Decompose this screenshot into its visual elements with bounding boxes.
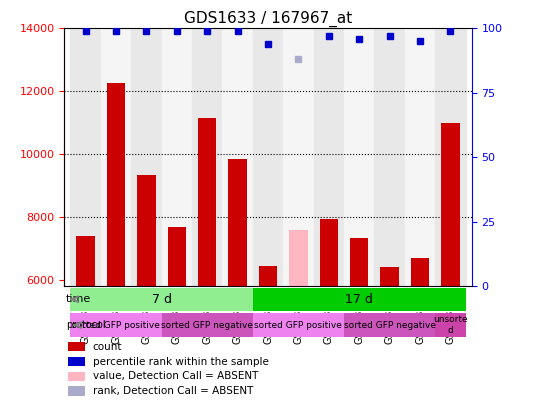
Bar bbox=[137, 175, 155, 286]
Bar bbox=[69, 342, 85, 352]
Text: time: time bbox=[66, 294, 91, 304]
Text: sorted GFP negative: sorted GFP negative bbox=[161, 320, 253, 330]
FancyBboxPatch shape bbox=[253, 288, 466, 311]
Bar bbox=[375, 28, 405, 286]
Bar bbox=[77, 236, 95, 286]
Bar bbox=[405, 28, 435, 286]
Bar bbox=[69, 371, 85, 381]
FancyBboxPatch shape bbox=[161, 313, 253, 337]
Text: sorted GFP positive: sorted GFP positive bbox=[255, 320, 343, 330]
Bar bbox=[70, 28, 101, 286]
Text: 17 d: 17 d bbox=[345, 293, 373, 306]
Bar bbox=[69, 357, 85, 366]
FancyBboxPatch shape bbox=[344, 313, 435, 337]
Bar bbox=[411, 258, 429, 286]
Text: sorted GFP positive: sorted GFP positive bbox=[72, 320, 160, 330]
Bar bbox=[350, 238, 368, 286]
Text: percentile rank within the sample: percentile rank within the sample bbox=[93, 356, 269, 367]
Bar bbox=[319, 219, 338, 286]
FancyBboxPatch shape bbox=[253, 313, 344, 337]
Bar bbox=[344, 28, 375, 286]
Bar bbox=[441, 123, 459, 286]
Text: rank, Detection Call = ABSENT: rank, Detection Call = ABSENT bbox=[93, 386, 253, 396]
Bar bbox=[314, 28, 344, 286]
Text: protocol: protocol bbox=[66, 320, 106, 330]
Bar bbox=[101, 28, 131, 286]
Bar bbox=[222, 28, 253, 286]
Bar bbox=[381, 267, 399, 286]
Bar bbox=[283, 28, 314, 286]
FancyBboxPatch shape bbox=[70, 288, 253, 311]
FancyBboxPatch shape bbox=[70, 313, 161, 337]
Bar bbox=[168, 226, 186, 286]
Bar bbox=[228, 159, 247, 286]
Bar bbox=[435, 28, 466, 286]
Bar bbox=[107, 83, 125, 286]
Bar bbox=[69, 386, 85, 396]
FancyBboxPatch shape bbox=[435, 313, 466, 337]
Text: sorted GFP negative: sorted GFP negative bbox=[344, 320, 436, 330]
Text: 7 d: 7 d bbox=[152, 293, 172, 306]
Bar bbox=[131, 28, 161, 286]
Bar bbox=[198, 118, 217, 286]
Bar bbox=[192, 28, 222, 286]
Text: value, Detection Call = ABSENT: value, Detection Call = ABSENT bbox=[93, 371, 258, 381]
Bar bbox=[253, 28, 283, 286]
Bar bbox=[161, 28, 192, 286]
Text: count: count bbox=[93, 342, 122, 352]
Bar bbox=[259, 266, 277, 286]
Bar bbox=[289, 230, 308, 286]
Title: GDS1633 / 167967_at: GDS1633 / 167967_at bbox=[184, 11, 352, 27]
Text: unsorte
d: unsorte d bbox=[433, 315, 468, 335]
